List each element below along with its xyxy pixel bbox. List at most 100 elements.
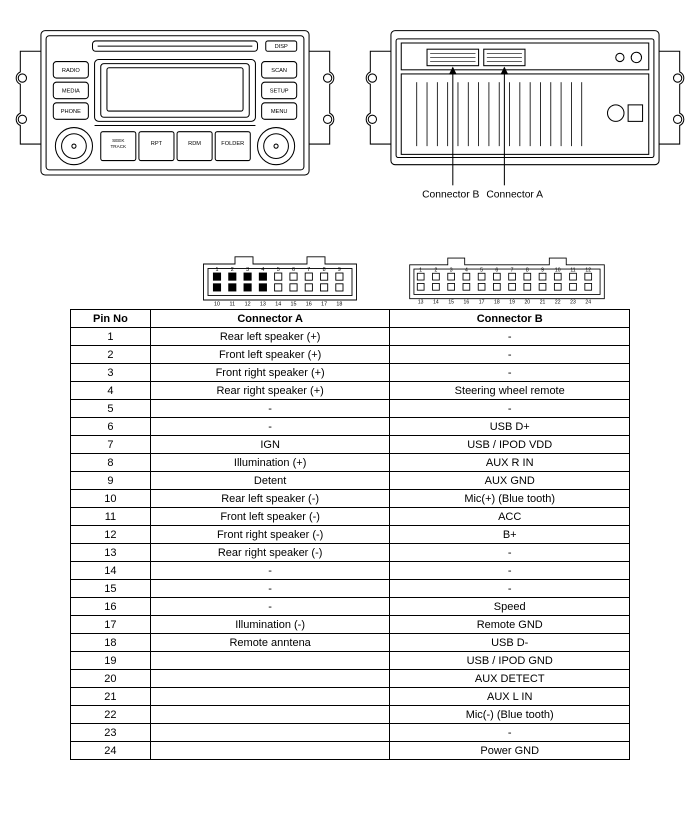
table-cell: -	[150, 562, 390, 580]
svg-text:1: 1	[419, 268, 422, 274]
table-cell: Front right speaker (+)	[150, 364, 390, 382]
disp-label: DISP	[275, 44, 288, 50]
rpt-label: RPT	[151, 141, 163, 147]
table-cell: -	[150, 418, 390, 436]
svg-text:11: 11	[229, 302, 235, 308]
rdm-label: RDM	[188, 141, 201, 147]
table-cell: Mic(+) (Blue tooth)	[390, 490, 630, 508]
table-cell: AUX L IN	[390, 688, 630, 706]
svg-text:9: 9	[541, 268, 544, 274]
table-cell: USB / IPOD GND	[390, 652, 630, 670]
table-row: 10Rear left speaker (-)Mic(+) (Blue toot…	[71, 490, 630, 508]
table-cell: 1	[71, 328, 151, 346]
svg-text:12: 12	[245, 302, 251, 308]
diagrams-row: DISP RADIO MEDIA PHONE SCAN SETUP MENU S…	[10, 10, 690, 216]
table-cell: 10	[71, 490, 151, 508]
table-row: 5--	[71, 400, 630, 418]
svg-text:23: 23	[570, 300, 576, 306]
table-cell: Remote GND	[390, 616, 630, 634]
connector-b-label: Connector B	[422, 190, 479, 201]
setup-label: SETUP	[270, 89, 289, 95]
svg-text:12: 12	[585, 268, 591, 274]
header-conn-b: Connector B	[390, 310, 630, 328]
table-row: 16-Speed	[71, 598, 630, 616]
svg-text:16: 16	[306, 302, 312, 308]
table-cell: Steering wheel remote	[390, 382, 630, 400]
table-cell: USB D+	[390, 418, 630, 436]
table-cell: 11	[71, 508, 151, 526]
table-cell: USB / IPOD VDD	[390, 436, 630, 454]
table-cell: -	[150, 598, 390, 616]
svg-text:7: 7	[307, 267, 310, 273]
svg-text:5: 5	[480, 268, 483, 274]
table-header-row: Pin No Connector A Connector B	[71, 310, 630, 328]
svg-text:21: 21	[539, 300, 545, 306]
table-row: 20AUX DETECT	[71, 670, 630, 688]
table-cell: 18	[71, 634, 151, 652]
table-row: 14--	[71, 562, 630, 580]
table-cell: 4	[71, 382, 151, 400]
svg-text:7: 7	[510, 268, 513, 274]
table-cell: 5	[71, 400, 151, 418]
table-cell: -	[390, 580, 630, 598]
scan-label: SCAN	[271, 68, 287, 74]
table-row: 23 -	[71, 724, 630, 742]
connector-a-svg: 123456789101112131415161718	[190, 246, 370, 309]
svg-text:17: 17	[321, 302, 327, 308]
table-cell: 14	[71, 562, 151, 580]
table-cell: 7	[71, 436, 151, 454]
svg-text:3: 3	[449, 268, 452, 274]
table-row: 13Rear right speaker (-)-	[71, 544, 630, 562]
svg-text:4: 4	[261, 267, 264, 273]
table-cell: 20	[71, 670, 151, 688]
table-cell: -	[390, 328, 630, 346]
table-cell: Power GND	[390, 742, 630, 760]
table-cell: -	[390, 562, 630, 580]
table-cell: Rear left speaker (+)	[150, 328, 390, 346]
table-cell: -	[390, 724, 630, 742]
table-cell	[150, 670, 390, 688]
radio-rear-svg: Connector B Connector A	[360, 10, 690, 216]
svg-text:8: 8	[526, 268, 529, 274]
table-row: 15--	[71, 580, 630, 598]
table-cell: IGN	[150, 436, 390, 454]
table-cell: USB D-	[390, 634, 630, 652]
svg-text:15: 15	[448, 300, 454, 306]
svg-text:15: 15	[290, 302, 296, 308]
table-cell: -	[390, 364, 630, 382]
table-cell: Front right speaker (-)	[150, 526, 390, 544]
media-label: MEDIA	[62, 89, 80, 95]
table-cell: AUX R IN	[390, 454, 630, 472]
table-cell: 24	[71, 742, 151, 760]
table-cell: Rear left speaker (-)	[150, 490, 390, 508]
table-cell: ACC	[390, 508, 630, 526]
svg-text:10: 10	[555, 268, 561, 274]
table-cell: 21	[71, 688, 151, 706]
rear-diagram: Connector B Connector A	[360, 10, 690, 216]
table-row: 4Rear right speaker (+)Steering wheel re…	[71, 382, 630, 400]
table-cell: Rear right speaker (-)	[150, 544, 390, 562]
table-cell: 3	[71, 364, 151, 382]
folder-label: FOLDER	[221, 141, 244, 147]
table-cell: 16	[71, 598, 151, 616]
svg-text:19: 19	[509, 300, 515, 306]
table-cell: 17	[71, 616, 151, 634]
table-cell: 23	[71, 724, 151, 742]
svg-text:13: 13	[260, 302, 266, 308]
header-conn-a: Connector A	[150, 310, 390, 328]
table-row: 7IGNUSB / IPOD VDD	[71, 436, 630, 454]
track-label: TRACK	[110, 144, 127, 149]
svg-text:2: 2	[434, 268, 437, 274]
svg-text:1: 1	[215, 267, 218, 273]
table-cell: -	[390, 346, 630, 364]
table-cell: Detent	[150, 472, 390, 490]
table-cell: -	[150, 580, 390, 598]
connector-a-label: Connector A	[486, 190, 543, 201]
table-row: 19USB / IPOD GND	[71, 652, 630, 670]
svg-text:3: 3	[246, 267, 249, 273]
table-cell: 9	[71, 472, 151, 490]
front-diagram: DISP RADIO MEDIA PHONE SCAN SETUP MENU S…	[10, 10, 340, 216]
svg-text:5: 5	[277, 267, 280, 273]
svg-text:17: 17	[478, 300, 484, 306]
svg-text:4: 4	[465, 268, 468, 274]
